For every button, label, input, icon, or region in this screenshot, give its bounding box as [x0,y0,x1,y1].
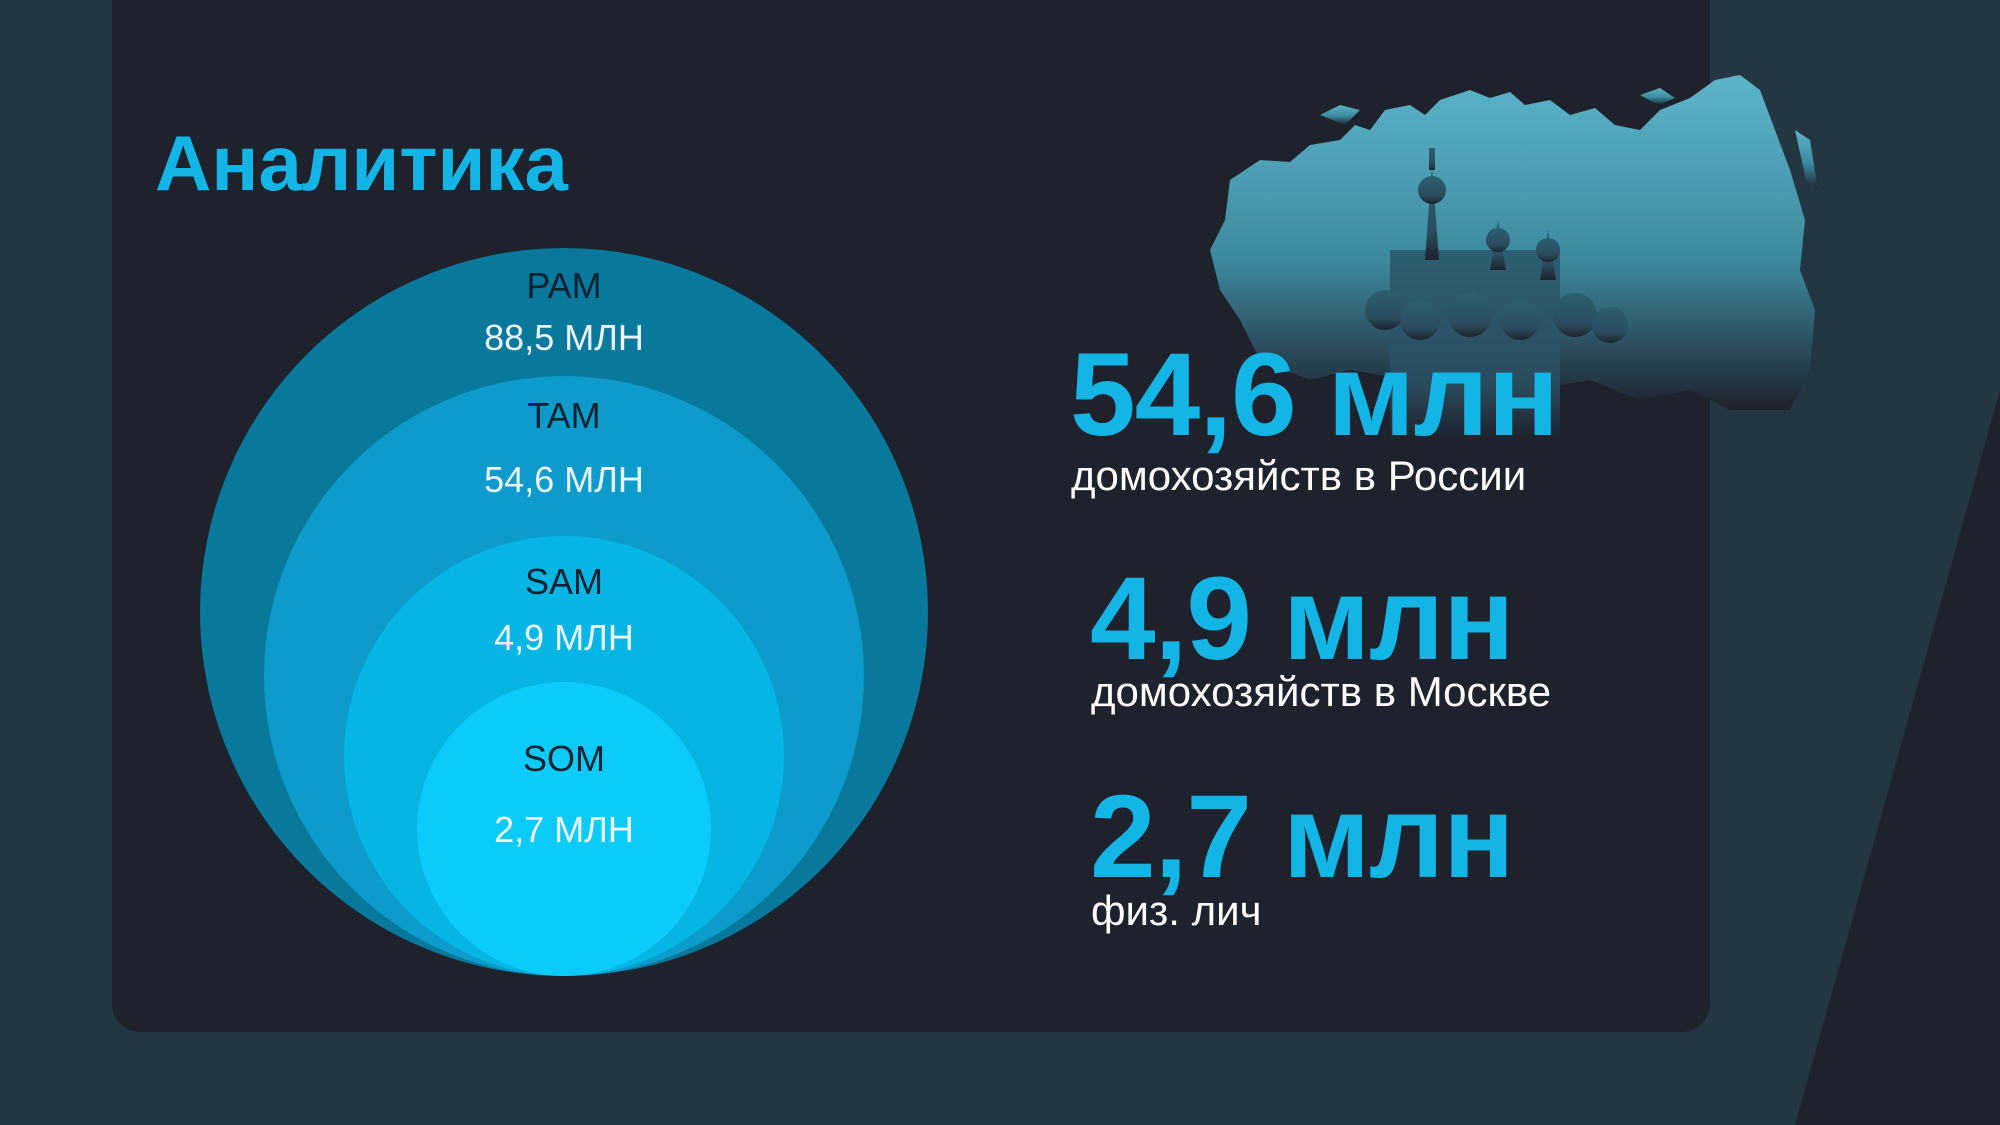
circle-som [417,682,711,976]
stat-russia-label: домохозяйств в России [1071,452,1527,499]
sam-label: SAM [524,561,603,602]
stat-individuals-label: физ. лич [1091,887,1262,934]
page-title: Аналитика [155,119,568,207]
stat-moscow-value: 4,9 млн [1090,553,1514,685]
tam-label: TAM [527,395,601,436]
russia-map-kremlin-icon [1210,75,1818,440]
pam-value: 88,5 МЛН [484,317,644,358]
sam-value: 4,9 МЛН [494,617,634,658]
tam-value: 54,6 МЛН [484,459,644,500]
som-value: 2,7 МЛН [494,809,634,850]
stat-russia-value: 54,6 млн [1070,329,1559,461]
stat-individuals-value: 2,7 млн [1090,771,1514,903]
pam-label: PAM [526,265,602,306]
som-label: SOM [522,738,605,779]
stat-moscow-label: домохозяйств в Москве [1091,668,1552,715]
